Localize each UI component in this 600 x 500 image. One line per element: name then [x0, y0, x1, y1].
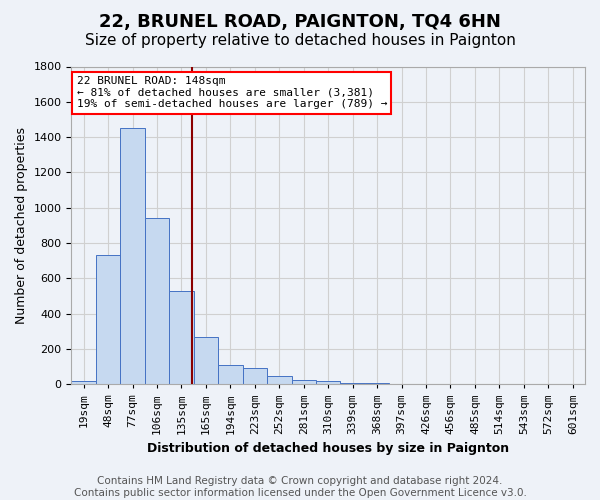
Text: 22 BRUNEL ROAD: 148sqm
← 81% of detached houses are smaller (3,381)
19% of semi-: 22 BRUNEL ROAD: 148sqm ← 81% of detached…: [77, 76, 387, 109]
Bar: [218, 364, 242, 384]
X-axis label: Distribution of detached houses by size in Paignton: Distribution of detached houses by size …: [147, 442, 509, 455]
Text: 22, BRUNEL ROAD, PAIGNTON, TQ4 6HN: 22, BRUNEL ROAD, PAIGNTON, TQ4 6HN: [99, 12, 501, 30]
Bar: [121, 128, 145, 384]
Bar: [194, 338, 218, 384]
Bar: [242, 368, 267, 384]
Y-axis label: Number of detached properties: Number of detached properties: [15, 127, 28, 324]
Bar: [316, 382, 340, 384]
Bar: [340, 382, 365, 384]
Bar: [292, 380, 316, 384]
Bar: [96, 256, 121, 384]
Bar: [267, 376, 292, 384]
Bar: [71, 380, 96, 384]
Text: Size of property relative to detached houses in Paignton: Size of property relative to detached ho…: [85, 32, 515, 48]
Text: Contains HM Land Registry data © Crown copyright and database right 2024.
Contai: Contains HM Land Registry data © Crown c…: [74, 476, 526, 498]
Bar: [169, 290, 194, 384]
Bar: [145, 218, 169, 384]
